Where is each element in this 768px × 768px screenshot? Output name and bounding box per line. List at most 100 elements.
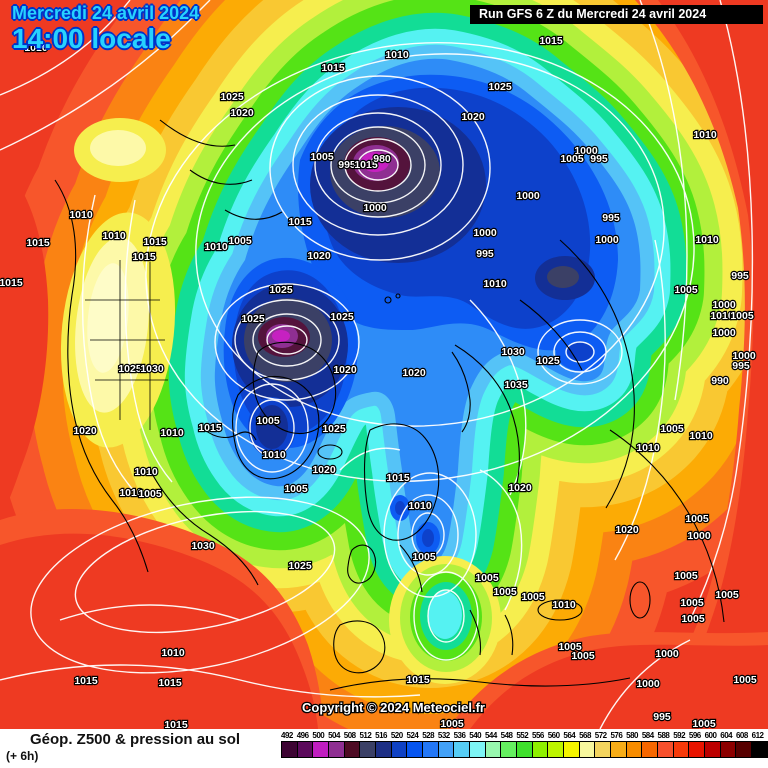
scale-tick: 580	[626, 731, 638, 740]
pressure-label: 1020	[615, 524, 639, 536]
scale-cell	[658, 742, 674, 757]
pressure-label: 1010	[24, 42, 48, 54]
pressure-label: 1015	[158, 677, 182, 689]
pressure-label: 1020	[402, 367, 426, 379]
isobar-lines	[0, 0, 754, 729]
pressure-label: 1025	[536, 355, 560, 367]
pressure-label: 1025	[288, 560, 312, 572]
pressure-label: 1005	[558, 641, 582, 653]
pressure-label: 1025	[488, 81, 512, 93]
pressure-label: 1025	[241, 313, 265, 325]
pressure-label: 1000	[595, 234, 619, 246]
scale-cell	[485, 742, 502, 757]
scale-cell	[454, 742, 471, 757]
pressure-label: 1010	[119, 487, 143, 499]
pressure-label: 1020	[508, 482, 532, 494]
pressure-label: 1000	[712, 327, 736, 339]
pressure-label: 1005	[256, 415, 280, 427]
color-scale-cells	[281, 741, 768, 758]
scale-tick: 536	[453, 731, 466, 740]
scale-tick: 604	[720, 731, 733, 740]
pressure-label: 1005	[571, 650, 595, 662]
pressure-label: 1015	[143, 236, 167, 248]
pressure-label: 1020	[461, 111, 485, 123]
forecast-offset-label: (+ 6h)	[6, 749, 39, 763]
pressure-label: 1020	[230, 107, 254, 119]
pressure-label: 1020	[312, 464, 336, 476]
scale-cell	[391, 742, 408, 757]
pressure-label: 1005	[475, 572, 499, 584]
pressure-label: 1005	[412, 551, 436, 563]
color-scale: 492 496 500 504 508 512 516 520 524 528 532 536 540 5…	[281, 731, 768, 758]
pressure-label: 1025	[330, 311, 354, 323]
warm-overlays	[0, 0, 768, 729]
scale-tick: 524	[406, 731, 419, 740]
pressure-label: 1015	[288, 216, 312, 228]
pressure-label: 1000	[655, 648, 679, 660]
pressure-label: 1010	[552, 599, 576, 611]
pressure-label: 995	[602, 212, 620, 224]
scale-tick: 496	[296, 731, 309, 740]
scale-tick: 548	[500, 731, 513, 740]
pressure-label: 1005	[228, 235, 252, 247]
scale-tick: 564	[563, 731, 576, 740]
pressure-label: 1000	[574, 145, 598, 157]
scale-tick: 572	[594, 731, 607, 740]
scale-cell	[282, 742, 298, 757]
scale-cell	[705, 742, 721, 757]
pressure-label: 1015	[539, 35, 563, 47]
pressure-label: 1005	[733, 674, 757, 686]
pressure-label: 995	[338, 159, 356, 171]
scale-cell	[423, 742, 439, 757]
scale-tick: 500	[312, 731, 325, 740]
pressure-label: 1020	[73, 425, 97, 437]
pressure-label: 1030	[140, 363, 164, 375]
pressure-label: 1005	[674, 570, 698, 582]
pressure-label: 1010	[408, 500, 432, 512]
footer-bar: Géop. Z500 & pression au sol (+ 6h) 492 4…	[0, 729, 768, 768]
pressure-label: 1005	[284, 483, 308, 495]
scale-tick: 584	[641, 731, 654, 740]
pressure-label: 1005	[560, 153, 584, 165]
scale-tick: 608	[735, 731, 748, 740]
scale-cell	[689, 742, 706, 757]
scale-cell	[329, 742, 345, 757]
scale-tick: 600	[704, 731, 717, 740]
pressure-label: 1005	[681, 613, 705, 625]
pressure-label: 1010	[160, 427, 184, 439]
pressure-label: 1015	[0, 277, 23, 289]
pressure-label: 995	[653, 711, 671, 723]
pressure-label: 1000	[473, 227, 497, 239]
scale-tick: 528	[422, 731, 435, 740]
pressure-label: 1005	[310, 151, 334, 163]
pressure-label: 1015	[321, 62, 345, 74]
scale-cell	[501, 742, 518, 757]
pressure-label: 1010	[689, 430, 713, 442]
scale-cell	[297, 742, 314, 757]
scale-tick: 508	[343, 731, 356, 740]
scale-tick: 612	[751, 731, 764, 740]
scale-cell	[548, 742, 565, 757]
pressure-label: 1005	[692, 718, 716, 729]
pressure-label: 1005	[730, 310, 754, 322]
product-label: Géop. Z500 & pression au sol	[30, 731, 241, 748]
pressure-label: 1010	[161, 647, 185, 659]
pressure-label: 1010	[262, 449, 286, 461]
pressure-label: 1010	[134, 466, 158, 478]
scale-tick: 556	[532, 731, 544, 740]
pressure-label: 1025	[220, 91, 244, 103]
scale-tick: 588	[657, 731, 670, 740]
pressure-label: 1010	[102, 230, 126, 242]
scale-cell	[344, 742, 361, 757]
pressure-label: 1030	[501, 346, 525, 358]
scale-tick: 540	[469, 731, 482, 740]
scale-cell	[752, 742, 767, 757]
pressure-label: 995	[476, 248, 494, 260]
pressure-label: 1015	[386, 472, 410, 484]
pressure-label: 1010	[636, 442, 660, 454]
scale-cell	[376, 742, 392, 757]
scale-tick: 552	[516, 731, 529, 740]
pressure-label: 1005	[674, 284, 698, 296]
scale-cell	[438, 742, 455, 757]
